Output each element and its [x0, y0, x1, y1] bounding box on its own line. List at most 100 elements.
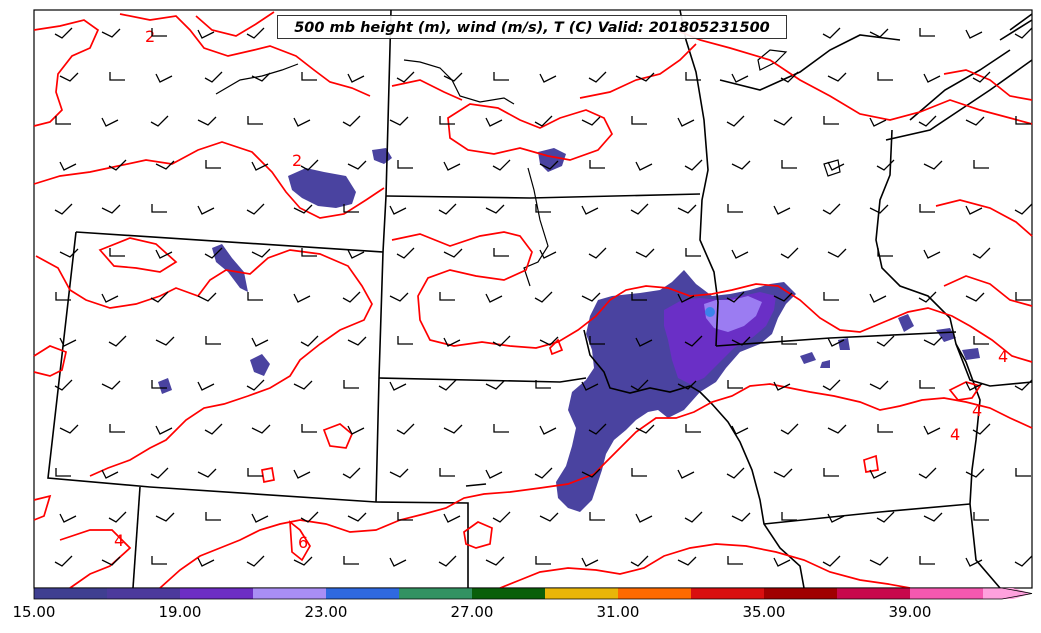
wind-barb [197, 29, 215, 39]
contour-line [675, 29, 1033, 125]
wind-barb [197, 468, 217, 478]
border-line [132, 486, 141, 589]
contour-line [863, 454, 879, 473]
wind-barb [677, 556, 697, 566]
border-line [679, 9, 719, 347]
wind-barb [589, 336, 605, 345]
contour-line [289, 520, 311, 562]
colorbar-segment [107, 588, 181, 599]
wind-barb [101, 469, 119, 479]
wind-barb [59, 513, 77, 523]
wind-barb [630, 203, 649, 215]
wind-barb [150, 291, 169, 303]
shaded-region-illinois [898, 314, 914, 332]
wind-barb [635, 513, 653, 523]
wind-barb [727, 204, 743, 213]
wind-barb [685, 72, 701, 81]
wind-barb [155, 425, 173, 435]
wind-barb [781, 512, 797, 521]
shaded-region-colorado-b [250, 354, 270, 376]
wind-barb [251, 513, 269, 523]
wind-barb [101, 28, 121, 38]
contour-label: 4 [972, 401, 982, 420]
wind-barb [389, 557, 407, 567]
wind-barb [347, 512, 367, 522]
contour-line [33, 345, 67, 377]
colorbar-tick-label: 27.00 [450, 603, 494, 621]
wind-barb [301, 424, 317, 433]
wind-barb [59, 424, 79, 434]
wind-barb [389, 205, 407, 215]
wind-barb [300, 511, 319, 523]
border-line [885, 59, 1033, 141]
contour-line [33, 19, 100, 127]
colorbar-tick-label: 31.00 [596, 603, 640, 621]
wind-barb [726, 115, 745, 127]
wind-barb [389, 468, 409, 478]
wind-barb [631, 468, 647, 477]
wind-barb [823, 292, 839, 301]
contour-label: 2 [145, 27, 155, 46]
river-dakota [523, 167, 549, 287]
wind-barb [588, 423, 607, 435]
contour-line [59, 529, 132, 589]
colorbar [33, 587, 1033, 600]
contour-line [33, 494, 52, 521]
wind-barb [492, 511, 511, 523]
wind-barb [581, 557, 599, 567]
wind-barb [342, 467, 361, 479]
wind-barb [581, 205, 599, 215]
wind-barb [54, 379, 73, 391]
wind-barb [108, 335, 127, 347]
colorbar-segment [691, 588, 765, 599]
wind-barb [151, 556, 167, 565]
wind-barb [293, 380, 313, 390]
wind-barb [973, 336, 989, 345]
wind-barb [101, 293, 119, 303]
wind-barb [534, 467, 553, 479]
wind-barb [973, 512, 989, 521]
wind-barb [731, 425, 749, 435]
wind-barb [869, 469, 887, 479]
wind-barb [397, 336, 413, 345]
wind-barb [581, 381, 599, 391]
map-frame [33, 9, 1033, 589]
wind-barb [635, 337, 653, 347]
wind-barb [877, 424, 893, 433]
wind-barb [204, 247, 223, 259]
wind-barb [438, 555, 457, 567]
colorbar-outline [33, 587, 1033, 600]
wind-barb [822, 203, 841, 215]
shaded-region-ohio [962, 348, 980, 360]
wind-barb [726, 467, 745, 479]
wind-barb [684, 159, 703, 171]
wind-barb [539, 336, 559, 346]
wind-barb [581, 292, 601, 302]
wind-barb [205, 160, 221, 169]
wind-barb [293, 204, 313, 214]
wind-barb [347, 249, 365, 259]
contour-line [948, 381, 982, 401]
wind-barb [919, 28, 935, 37]
colorbar-segment [545, 588, 619, 599]
border-line [763, 503, 971, 525]
wind-barb [397, 160, 413, 169]
wind-barb [918, 467, 937, 479]
wind-barb [1014, 555, 1033, 567]
contour-line [195, 11, 275, 37]
wind-barb [773, 468, 793, 478]
wind-barb [635, 161, 653, 171]
contour-line [261, 466, 275, 484]
wind-barb [918, 291, 937, 303]
wind-barb [293, 293, 311, 303]
wind-barb [389, 292, 409, 302]
wind-barb [965, 116, 985, 126]
wind-barb [869, 556, 889, 566]
wind-barb [493, 72, 509, 81]
wind-barb [439, 468, 455, 477]
wind-barb [247, 468, 263, 477]
border-line [75, 231, 384, 253]
wind-barb [727, 380, 743, 389]
wind-barb [539, 249, 557, 259]
wind-barb [205, 336, 221, 345]
